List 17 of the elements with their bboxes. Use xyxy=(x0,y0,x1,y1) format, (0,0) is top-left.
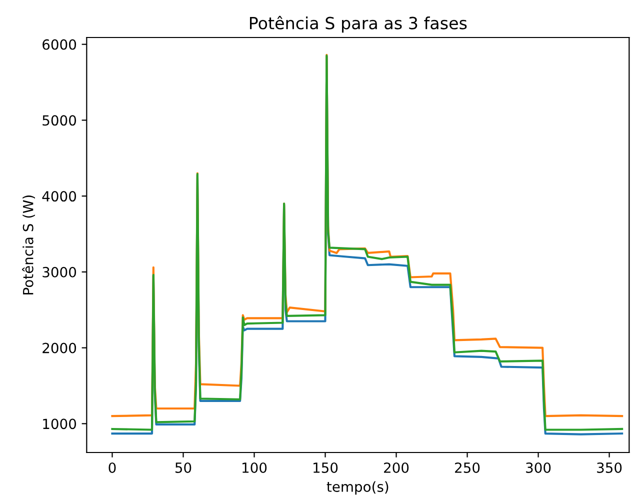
y-tick-label: 1000 xyxy=(43,418,76,430)
x-tick-label: 250 xyxy=(455,462,480,473)
x-tick-label: 150 xyxy=(314,462,338,473)
y-tick-label: 5000 xyxy=(42,115,76,126)
x-tick-label: 50 xyxy=(175,462,192,473)
x-tick-label: 200 xyxy=(384,462,409,473)
y-tick-label: 4000 xyxy=(42,191,76,202)
y-tick-label: 3000 xyxy=(42,266,76,278)
x-tick-label: 100 xyxy=(242,462,267,473)
x-tick-label: 0 xyxy=(108,462,116,473)
y-tick-label: 2000 xyxy=(42,342,76,354)
x-axis-title: tempo(s) xyxy=(326,481,388,495)
x-tick-label: 350 xyxy=(597,462,622,473)
y-tick-label: 6000 xyxy=(42,39,76,50)
x-tick-label: 300 xyxy=(526,462,551,473)
chart-title: Potência S para as 3 fases xyxy=(250,16,467,33)
y-axis-title: Potência S (W) xyxy=(22,196,35,294)
